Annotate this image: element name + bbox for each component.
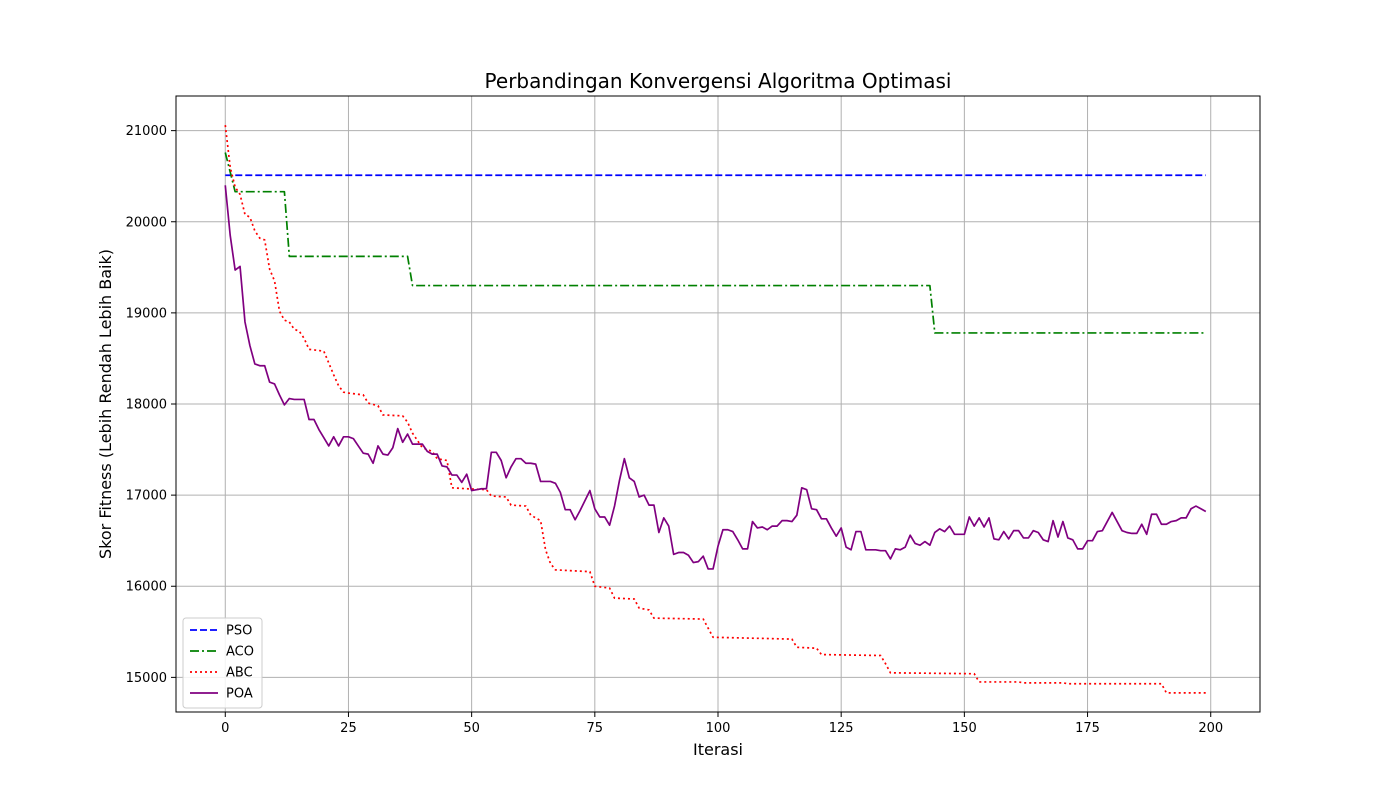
x-tick-label: 0 — [221, 721, 229, 736]
x-tick-label: 25 — [340, 721, 357, 736]
y-tick-label: 16000 — [126, 580, 167, 595]
y-axis-label: Skor Fitness (Lebih Rendah Lebih Baik) — [96, 249, 115, 559]
x-tick-label: 200 — [1198, 721, 1223, 736]
series-line-poa — [224, 185, 1207, 570]
legend: PSO ACO ABC POA — [182, 617, 263, 709]
legend-label-poa: POA — [226, 687, 253, 702]
series-line-aco — [224, 152, 1206, 334]
x-tick-label: 125 — [829, 721, 854, 736]
x-tick-label: 50 — [463, 721, 480, 736]
chart-title: Perbandingan Konvergensi Algoritma Optim… — [485, 69, 952, 93]
legend-label-pso: PSO — [226, 624, 252, 639]
y-tick-label: 20000 — [126, 215, 167, 230]
series-lines — [224, 125, 1207, 694]
legend-box — [182, 617, 263, 709]
x-tick-label: 75 — [587, 721, 604, 736]
axis-ticks: 0 25 50 75 100 125 150 175 200 15000 16000 17000 180… — [126, 124, 1224, 736]
legend-label-aco: ACO — [226, 645, 254, 660]
x-axis-label: Iterasi — [693, 740, 743, 759]
series-line-abc — [224, 125, 1206, 694]
x-tick-label: 100 — [706, 721, 731, 736]
y-tick-label: 15000 — [126, 671, 167, 686]
y-tick-label: 19000 — [126, 306, 167, 321]
x-tick-label: 175 — [1075, 721, 1100, 736]
x-tick-label: 150 — [952, 721, 977, 736]
grid-lines — [176, 96, 1260, 712]
y-tick-label: 17000 — [126, 489, 167, 504]
legend-label-abc: ABC — [226, 666, 253, 681]
y-tick-label: 21000 — [126, 124, 167, 139]
y-tick-label: 18000 — [126, 398, 167, 413]
